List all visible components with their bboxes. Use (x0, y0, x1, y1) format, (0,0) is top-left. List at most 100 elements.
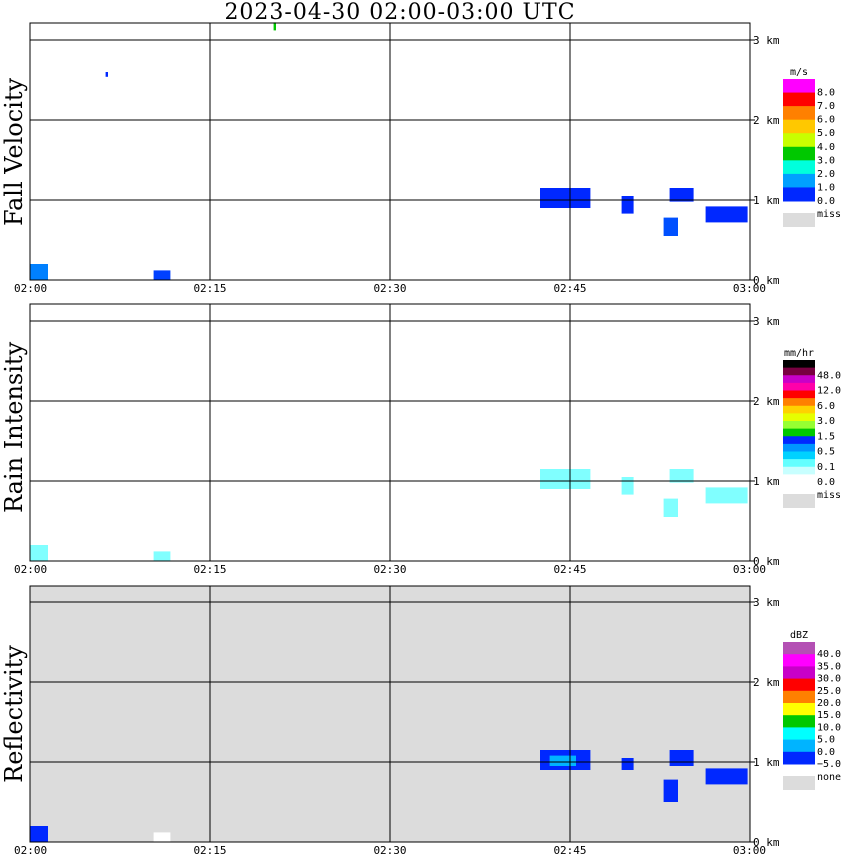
echo-cell (669, 469, 694, 483)
y-tick-label: 1 km (753, 756, 780, 769)
colorbar-label: 35.0 (817, 661, 841, 672)
echo-cell (30, 826, 48, 842)
colorbar-cell (783, 146, 815, 161)
echo-cell (663, 779, 678, 802)
x-tick-label: 02:30 (373, 844, 406, 857)
echo-cell (153, 551, 171, 561)
colorbar-cell (783, 751, 815, 765)
plot-frame (29, 585, 751, 843)
x-tick-label: 02:45 (553, 563, 586, 576)
y-tick-label: 2 km (753, 676, 780, 689)
y-tick-label: 1 km (753, 475, 780, 488)
colorbar-cell (783, 382, 815, 391)
colorbar-cell (783, 739, 815, 753)
y-tick-label: 2 km (753, 114, 780, 127)
echo-cell (663, 498, 678, 517)
colorbar-cell (783, 451, 815, 460)
x-tick-label: 02:15 (193, 282, 226, 295)
colorbar-label: 3.0 (817, 416, 835, 427)
chart-panel: 0 km 1 km 2 km 3 km 02:00 02:15 02:30 02:45 0… (14, 303, 841, 576)
colorbar-cell (783, 466, 815, 475)
colorbar-label: 1.0 (817, 182, 835, 193)
echo-cell (705, 768, 748, 785)
y-tick-label: 3 km (753, 34, 780, 47)
colorbar-cell (783, 654, 815, 667)
x-tick-label: 02:45 (553, 282, 586, 295)
colorbar-cell (783, 459, 815, 468)
y-tick-label: 3 km (753, 596, 780, 609)
colorbar-label: 15.0 (817, 710, 841, 721)
colorbar-cell (783, 160, 815, 175)
colorbar-label: 5.0 (817, 128, 835, 139)
colorbar-cell (783, 187, 815, 202)
echo-cell (663, 217, 678, 236)
colorbar-cell (783, 106, 815, 121)
x-tick-label: 02:00 (14, 844, 47, 857)
echo-cell (105, 72, 108, 77)
echo-cell (153, 832, 171, 842)
colorbar-label: −5.0 (817, 759, 841, 770)
echo-cell (669, 750, 694, 766)
echo-cell (705, 206, 748, 223)
colorbar-cell (783, 133, 815, 148)
colorbar-label: 12.0 (817, 386, 841, 397)
echo-cell (540, 188, 591, 208)
y-tick-label: 2 km (753, 395, 780, 408)
colorbar-cell (783, 405, 815, 414)
colorbar-label: 1.5 (817, 431, 835, 442)
colorbar-label: 6.0 (817, 115, 835, 126)
colorbar-cell (783, 173, 815, 188)
chart-panel: 0 km 1 km 2 km 3 km 02:00 02:15 02:30 02:45 0… (14, 22, 841, 295)
colorbar-cell (783, 428, 815, 437)
colorbar-label: 10.0 (817, 722, 841, 733)
echo-cell (621, 196, 634, 214)
colorbar-label: 0.0 (817, 196, 835, 207)
x-tick-label: 02:30 (373, 563, 406, 576)
colorbar-label: 2.0 (817, 169, 835, 180)
y-tick-label: 3 km (753, 315, 780, 328)
x-tick-label: 02:45 (553, 844, 586, 857)
colorbar-label: 0.5 (817, 447, 835, 458)
colorbar-label: 8.0 (817, 88, 835, 99)
colorbar-label: 20.0 (817, 698, 841, 709)
colorbar-cell (783, 390, 815, 399)
colorbar-cell (783, 678, 815, 692)
colorbar-cell (783, 690, 815, 704)
echo-cell (153, 270, 171, 280)
echo-cell (621, 758, 634, 770)
colorbar-cell (783, 703, 815, 716)
y-tick-label: 0 km (753, 555, 780, 568)
colorbar-cell (783, 727, 815, 741)
x-tick-label: 02:00 (14, 282, 47, 295)
colorbar-label: 5.0 (817, 735, 835, 746)
colorbar-cell (783, 119, 815, 134)
echo-cell (30, 264, 48, 280)
y-tick-label: 1 km (753, 194, 780, 207)
colorbar-cell (783, 421, 815, 430)
x-tick-label: 03:00 (733, 282, 766, 295)
y-tick-label: 0 km (753, 274, 780, 287)
colorbar-label: 0.1 (817, 462, 835, 473)
colorbar-missing-swatch (783, 776, 815, 790)
x-tick-label: 03:00 (733, 844, 766, 857)
chart-panel: 0 km 1 km 2 km 3 km 02:00 02:15 02:30 02:45 0… (14, 585, 841, 857)
colorbar-label: 4.0 (817, 142, 835, 153)
colorbar-cell (783, 642, 815, 655)
colorbar-cell (783, 436, 815, 445)
colorbar-label: 3.0 (817, 155, 835, 166)
colorbar-missing-label: miss (817, 209, 841, 220)
echo-cell (30, 545, 48, 561)
colorbar-missing-swatch (783, 494, 815, 508)
echo-cell (273, 22, 276, 31)
colorbar-cell (783, 79, 815, 94)
colorbar-cell (783, 474, 815, 483)
x-tick-label: 02:15 (193, 844, 226, 857)
echo-cell (549, 755, 576, 766)
colorbar-unit: dBZ (790, 630, 808, 641)
colorbar-missing-swatch (783, 213, 815, 227)
colorbar-label: 25.0 (817, 686, 841, 697)
echo-cell (621, 477, 634, 495)
colorbar-cell (783, 375, 815, 384)
colorbar-label: 0.0 (817, 477, 835, 488)
